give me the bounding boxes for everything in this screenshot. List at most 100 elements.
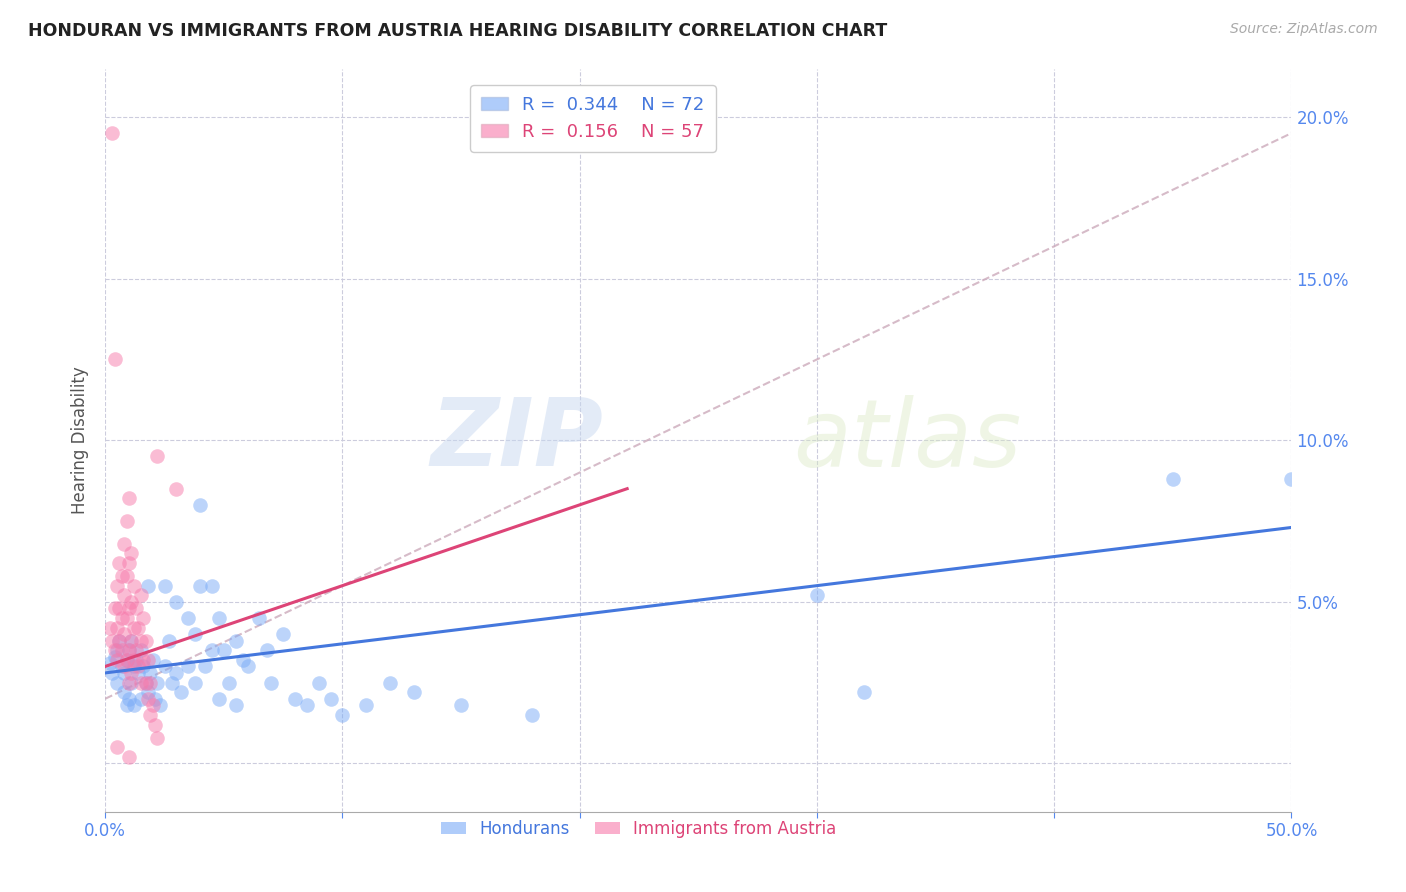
Point — [120, 675, 142, 690]
Point — [201, 643, 224, 657]
Point — [136, 579, 159, 593]
Point — [1281, 472, 1303, 486]
Point — [271, 627, 294, 641]
Point — [120, 665, 142, 680]
Point — [806, 588, 828, 602]
Point — [104, 649, 127, 664]
Point — [101, 665, 124, 680]
Point — [232, 653, 254, 667]
Point — [153, 579, 176, 593]
Point — [194, 659, 217, 673]
Point — [105, 579, 128, 593]
Point — [146, 450, 169, 464]
Point — [105, 621, 128, 635]
Point — [177, 659, 200, 673]
Point — [135, 633, 157, 648]
Point — [98, 657, 121, 671]
Point — [165, 482, 187, 496]
Point — [118, 556, 141, 570]
Point — [115, 514, 138, 528]
Point — [201, 579, 224, 593]
Legend: Hondurans, Immigrants from Austria: Hondurans, Immigrants from Austria — [434, 814, 844, 845]
Point — [256, 643, 278, 657]
Point — [104, 352, 127, 367]
Point — [225, 633, 247, 648]
Point — [129, 643, 152, 657]
Point — [112, 627, 135, 641]
Point — [149, 698, 172, 713]
Point — [132, 659, 155, 673]
Point — [295, 698, 318, 713]
Point — [115, 698, 138, 713]
Point — [118, 643, 141, 657]
Point — [125, 601, 148, 615]
Point — [319, 691, 342, 706]
Point — [129, 633, 152, 648]
Point — [208, 691, 231, 706]
Point — [225, 698, 247, 713]
Point — [98, 621, 121, 635]
Point — [122, 659, 145, 673]
Point — [115, 611, 138, 625]
Point — [127, 665, 149, 680]
Point — [139, 707, 162, 722]
Point — [165, 665, 187, 680]
Text: atlas: atlas — [793, 394, 1022, 486]
Point — [118, 491, 141, 506]
Point — [115, 569, 138, 583]
Text: Source: ZipAtlas.com: Source: ZipAtlas.com — [1230, 22, 1378, 37]
Point — [129, 691, 152, 706]
Point — [125, 653, 148, 667]
Point — [120, 633, 142, 648]
Y-axis label: Hearing Disability: Hearing Disability — [72, 367, 89, 514]
Point — [402, 685, 425, 699]
Point — [115, 653, 138, 667]
Point — [108, 633, 131, 648]
Point — [108, 556, 131, 570]
Point — [450, 698, 472, 713]
Point — [135, 675, 157, 690]
Point — [284, 691, 307, 706]
Point — [129, 588, 152, 602]
Point — [105, 675, 128, 690]
Point — [332, 707, 354, 722]
Point — [105, 653, 128, 667]
Point — [112, 659, 135, 673]
Point — [522, 707, 544, 722]
Point — [249, 611, 271, 625]
Point — [104, 601, 127, 615]
Point — [120, 546, 142, 560]
Point — [111, 659, 134, 673]
Point — [354, 698, 377, 713]
Point — [112, 536, 135, 550]
Point — [378, 675, 401, 690]
Point — [112, 685, 135, 699]
Point — [125, 643, 148, 657]
Point — [118, 750, 141, 764]
Point — [129, 675, 152, 690]
Point — [132, 611, 155, 625]
Point — [127, 659, 149, 673]
Point — [177, 611, 200, 625]
Point — [104, 643, 127, 657]
Point — [105, 740, 128, 755]
Point — [146, 731, 169, 745]
Point — [143, 717, 166, 731]
Point — [188, 498, 211, 512]
Point — [184, 627, 207, 641]
Point — [136, 685, 159, 699]
Point — [142, 653, 165, 667]
Point — [118, 675, 141, 690]
Point — [120, 595, 142, 609]
Point — [122, 621, 145, 635]
Point — [122, 579, 145, 593]
Point — [136, 653, 159, 667]
Point — [111, 643, 134, 657]
Point — [127, 621, 149, 635]
Point — [308, 675, 330, 690]
Point — [115, 653, 138, 667]
Point — [260, 675, 283, 690]
Point — [101, 633, 124, 648]
Point — [111, 611, 134, 625]
Point — [105, 643, 128, 657]
